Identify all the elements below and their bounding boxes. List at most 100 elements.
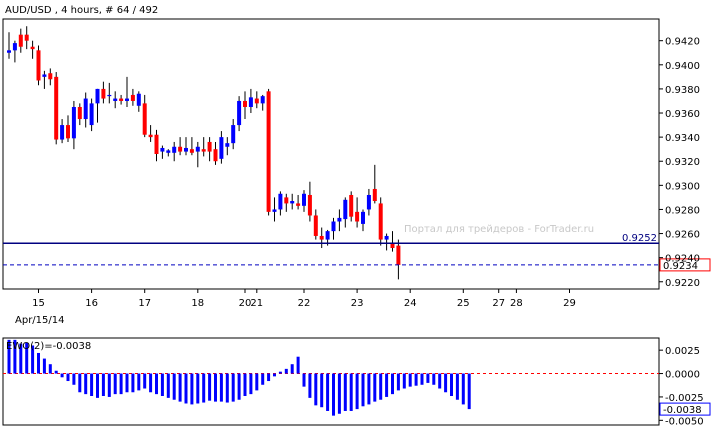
candle-body xyxy=(201,149,206,152)
candle xyxy=(225,137,230,156)
ewo-bar xyxy=(308,373,312,398)
candle-body xyxy=(48,73,53,80)
ewo-bar xyxy=(125,373,129,393)
ewo-bar xyxy=(72,373,76,385)
candle-body xyxy=(290,201,295,204)
candle-body xyxy=(125,98,129,101)
ewo-bar xyxy=(54,370,58,374)
candle-body xyxy=(237,100,242,126)
candle-body xyxy=(42,74,47,77)
ewo-bar xyxy=(237,373,241,400)
candle-body xyxy=(390,243,395,249)
bid-price-label: 0.9234 xyxy=(663,261,698,272)
ewo-bar xyxy=(420,373,424,385)
indicator-label: EWO(2)=-0.0038 xyxy=(6,341,91,352)
candle-body xyxy=(378,203,383,240)
candle xyxy=(266,88,271,216)
ewo-bar xyxy=(66,373,70,382)
candle-body xyxy=(243,100,247,107)
candle xyxy=(18,28,23,53)
candle-body xyxy=(307,194,312,216)
ewo-bar xyxy=(42,358,46,374)
x-tick-label: 22 xyxy=(298,298,311,309)
bid-price-box xyxy=(659,258,711,272)
y-tick-label: 0.9320 xyxy=(665,157,700,168)
candle-body xyxy=(248,97,253,107)
y-tick-label: 0.9280 xyxy=(665,205,700,216)
ewo-bar xyxy=(137,373,141,391)
ewo-bar xyxy=(166,373,170,398)
candle-body xyxy=(207,141,212,152)
candle xyxy=(36,45,41,86)
ewo-bar xyxy=(7,339,11,374)
candle-body xyxy=(396,245,401,265)
candle xyxy=(278,191,283,216)
ewo-bar xyxy=(101,373,105,396)
ewo-bar xyxy=(214,373,217,402)
indicator-plot-frame xyxy=(2,337,660,426)
ewo-bar xyxy=(60,373,64,378)
ewo-bar xyxy=(337,373,341,414)
candle-body xyxy=(266,91,271,212)
candle-body xyxy=(384,235,389,240)
candle-body xyxy=(366,194,371,210)
candle xyxy=(243,91,247,120)
x-tick-label: 21 xyxy=(250,298,263,309)
ewo-bar xyxy=(450,373,453,396)
candle-body xyxy=(319,235,324,240)
candle xyxy=(89,98,94,132)
candle xyxy=(125,76,129,107)
ewo-bar xyxy=(19,343,23,374)
ewo-bar xyxy=(143,373,147,389)
x-tick-label: 17 xyxy=(138,298,151,309)
candle xyxy=(254,91,259,109)
ewo-bar xyxy=(48,364,52,374)
candle xyxy=(372,164,377,204)
ewo-bar xyxy=(113,373,117,395)
candle xyxy=(219,131,224,164)
candle xyxy=(24,26,29,50)
ewo-bar xyxy=(302,373,306,387)
ewo-bar xyxy=(202,373,206,403)
date-label: Apr/15/14 xyxy=(15,315,65,326)
candle xyxy=(154,129,159,162)
ewo-bar xyxy=(84,373,88,395)
ewo-bar xyxy=(273,373,276,377)
ewo-bar xyxy=(367,373,371,405)
candle xyxy=(296,194,301,210)
candle xyxy=(195,141,200,168)
y-tick-label: 0.9400 xyxy=(665,61,700,72)
x-tick-label: 18 xyxy=(191,298,204,309)
watermark: Портал для трейдеров - ForTrader.ru xyxy=(404,224,594,235)
candle xyxy=(349,191,354,222)
ewo-bar xyxy=(461,373,465,405)
candle xyxy=(136,91,141,112)
ewo-bar xyxy=(391,373,394,395)
ewo-bar xyxy=(225,373,229,403)
candle xyxy=(160,145,165,159)
candle xyxy=(30,40,35,59)
ewo-bar xyxy=(31,345,35,374)
candle-body xyxy=(296,203,301,206)
candle-body xyxy=(225,143,230,147)
x-tick-label: 20 xyxy=(239,298,252,309)
candle-body xyxy=(148,134,153,138)
candle-body xyxy=(83,98,88,120)
candle-body xyxy=(219,137,224,159)
candle xyxy=(119,94,124,105)
ewo-bar xyxy=(278,371,282,374)
indicator-y-tick-label: 0.0000 xyxy=(665,370,700,381)
y-tick-label: 0.9420 xyxy=(665,37,700,48)
candle xyxy=(307,181,312,222)
candle-body xyxy=(166,150,171,153)
candle xyxy=(378,197,383,246)
candle-body xyxy=(331,221,336,232)
candle xyxy=(201,137,206,157)
candle-body xyxy=(12,43,17,51)
ewo-bar xyxy=(373,373,377,402)
ewo-bar xyxy=(455,373,459,400)
candle-body xyxy=(278,193,283,210)
x-tick-label: 23 xyxy=(351,298,364,309)
candle xyxy=(384,233,389,251)
ewo-bar xyxy=(255,373,259,391)
